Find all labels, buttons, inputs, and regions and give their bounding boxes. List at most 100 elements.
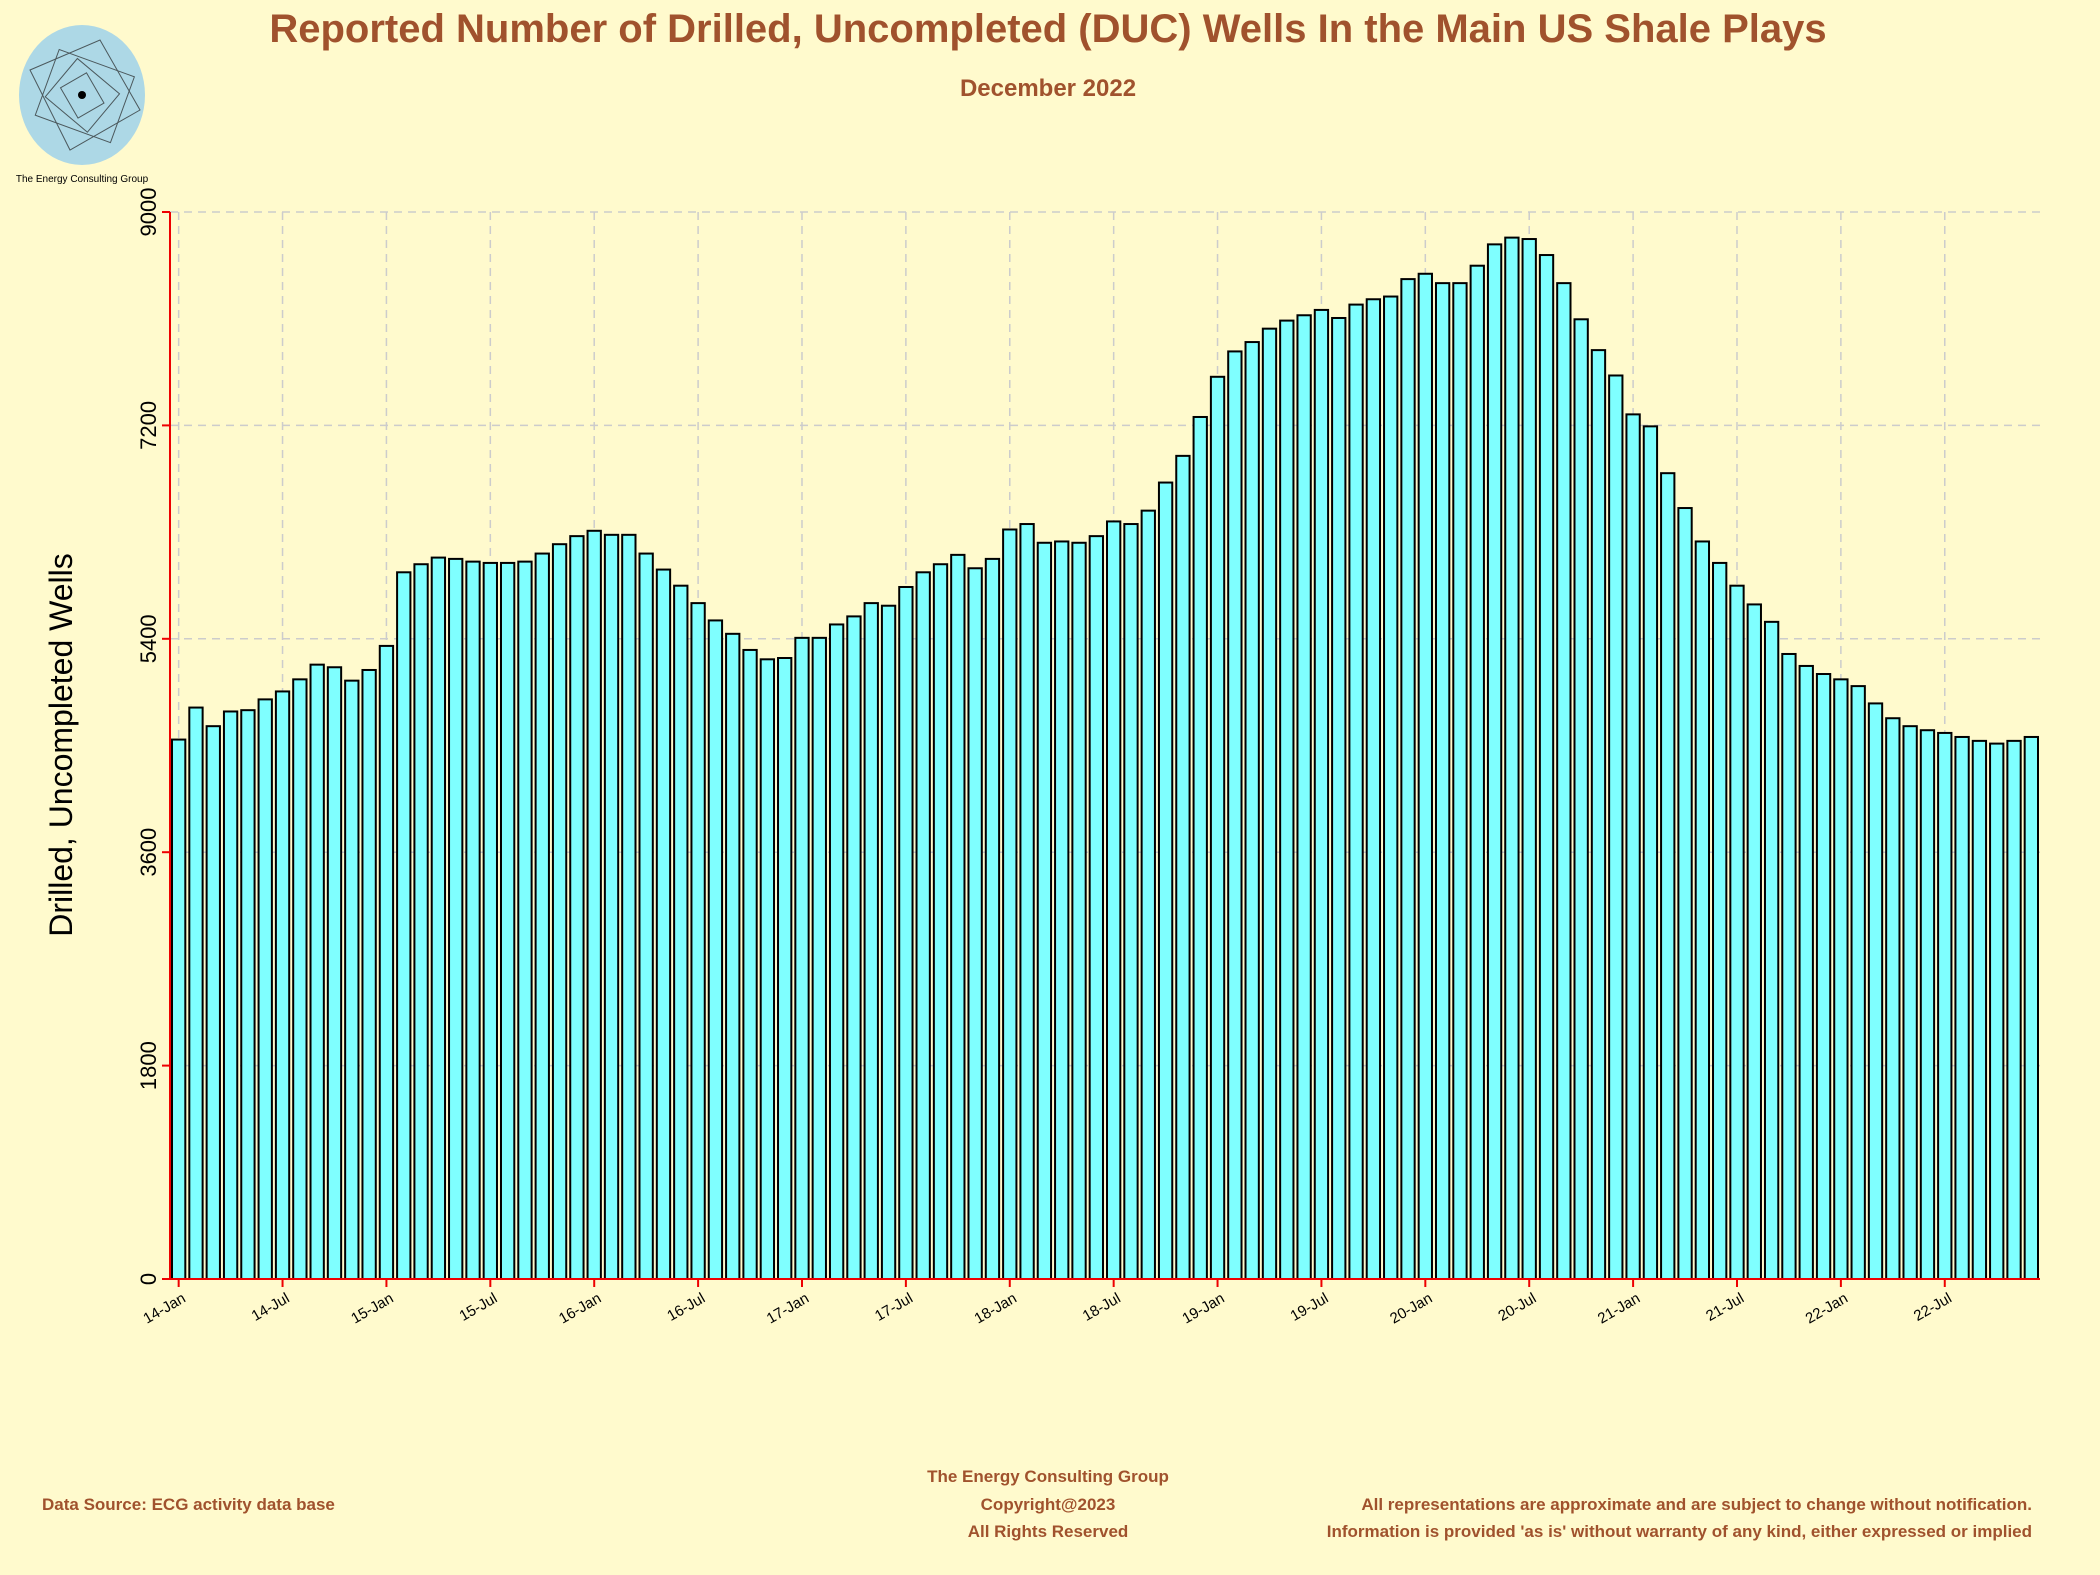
bar <box>1694 540 1711 1280</box>
y-tick-label: 1800 <box>136 1041 161 1090</box>
bars <box>171 236 2039 1281</box>
bar <box>1469 264 1485 1280</box>
bar <box>1313 308 1330 1280</box>
y-tick-label: 9000 <box>136 188 161 237</box>
x-tick-label: 17-Jan <box>764 1290 812 1328</box>
bar <box>794 636 810 1280</box>
x-tick-label: 16-Jul <box>664 1290 708 1325</box>
bar <box>1400 278 1416 1281</box>
bar <box>1885 717 1901 1280</box>
bar <box>586 529 602 1280</box>
bar <box>725 632 741 1280</box>
bar <box>1625 413 1641 1280</box>
bar <box>1538 254 1555 1281</box>
bar <box>1573 318 1589 1280</box>
bar <box>222 710 239 1280</box>
bar <box>673 584 689 1280</box>
bar <box>517 560 533 1280</box>
bar <box>1209 375 1226 1280</box>
x-tick-label: 19-Jul <box>1288 1290 1332 1325</box>
bar <box>880 604 897 1280</box>
bar <box>1261 327 1278 1280</box>
bar <box>1608 374 1624 1280</box>
bar <box>1106 520 1122 1280</box>
bar <box>863 602 879 1280</box>
logo: The Energy Consulting Group <box>16 25 149 185</box>
bar <box>482 561 498 1280</box>
x-tick-label: 18-Jul <box>1080 1290 1124 1325</box>
x-tick-label: 15-Jan <box>348 1290 396 1328</box>
bar <box>1296 314 1312 1280</box>
bar <box>1590 349 1607 1280</box>
bar <box>1036 541 1053 1280</box>
bar <box>499 561 516 1280</box>
bar <box>655 568 672 1280</box>
bar <box>1157 481 1174 1281</box>
footer-copyright: Copyright@2023 <box>981 1495 1116 1514</box>
x-tick-label: 17-Jul <box>872 1290 916 1325</box>
footer-disclaimer-2: Information is provided 'as is' without … <box>1327 1522 2032 1541</box>
bar <box>171 738 187 1280</box>
y-axis-label: Drilled, Uncompleted Wells <box>43 553 79 937</box>
bar <box>1417 272 1433 1280</box>
bar <box>846 615 862 1280</box>
bar <box>1902 725 1918 1280</box>
bar <box>707 619 724 1280</box>
x-axis: 14-Jan 14-Jul 15-Jan 15-Jul 16-Jan 16-Jul 17-J… <box>140 1278 2040 1328</box>
bar <box>1833 678 1849 1280</box>
footer-source: Data Source: ECG activity data base <box>42 1495 335 1514</box>
bar <box>811 636 827 1280</box>
bar <box>257 698 273 1280</box>
bar <box>603 533 620 1280</box>
bar <box>430 556 447 1280</box>
bar <box>932 563 949 1280</box>
bar <box>1192 415 1208 1280</box>
bar <box>621 533 637 1280</box>
bar <box>1452 282 1468 1280</box>
bar <box>1798 664 1814 1280</box>
bar <box>1123 523 1139 1280</box>
bar <box>1365 298 1382 1280</box>
y-tick-label: 3600 <box>136 828 161 877</box>
bar <box>1954 735 1970 1280</box>
bar <box>448 557 464 1280</box>
bar <box>638 552 654 1280</box>
bar <box>551 543 568 1280</box>
bar <box>240 709 256 1280</box>
bar <box>1971 739 1988 1280</box>
bar <box>1781 652 1797 1280</box>
bar <box>413 563 429 1280</box>
bar <box>309 663 325 1280</box>
bar <box>2006 739 2022 1280</box>
bar <box>1850 685 1866 1280</box>
logo-caption: The Energy Consulting Group <box>16 174 149 185</box>
x-tick-label: 20-Jan <box>1387 1290 1435 1328</box>
y-tick-label: 7200 <box>136 401 161 450</box>
bar <box>984 557 1001 1280</box>
bar <box>1746 603 1762 1280</box>
bar <box>759 658 776 1280</box>
bar <box>1504 236 1520 1280</box>
bar <box>1989 742 2005 1280</box>
bar <box>1002 528 1018 1280</box>
y-tick-label: 5400 <box>136 614 161 663</box>
x-tick-label: 14-Jan <box>140 1290 188 1328</box>
bar <box>326 666 343 1280</box>
bar <box>1279 319 1295 1281</box>
bar <box>690 602 706 1280</box>
bar <box>1729 584 1745 1280</box>
bar <box>534 552 550 1280</box>
bar <box>188 706 204 1280</box>
bar <box>1486 243 1503 1280</box>
chart-title: Reported Number of Drilled, Uncompleted … <box>269 7 1826 51</box>
bar <box>1815 673 1832 1280</box>
bar <box>378 644 395 1280</box>
bar <box>742 648 758 1280</box>
bar <box>1175 454 1191 1280</box>
bar <box>1677 507 1693 1281</box>
bar <box>1556 282 1572 1280</box>
bar <box>1071 541 1087 1280</box>
bar <box>898 585 914 1280</box>
x-tick-label: 14-Jul <box>249 1290 293 1325</box>
